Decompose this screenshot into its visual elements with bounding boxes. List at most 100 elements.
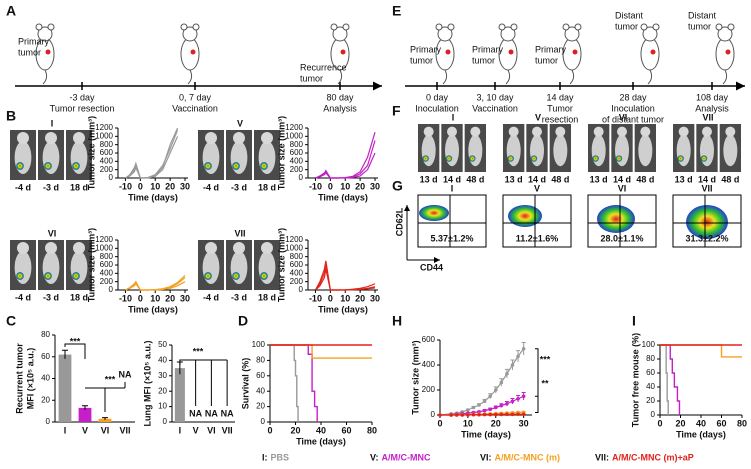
percent-label: 11.2±1.6% (516, 233, 558, 243)
line (315, 269, 376, 291)
timeline-label: 0 day (426, 92, 449, 102)
x-tick-label: 30 (180, 181, 190, 191)
y-tick-label: 60 (646, 368, 655, 377)
tumor-dot (445, 49, 451, 55)
error-bar (62, 349, 68, 359)
point (499, 380, 504, 385)
point (516, 396, 520, 401)
y-tick-label: 0 (109, 285, 114, 294)
panel-label: I (632, 313, 636, 329)
mouse-image (17, 132, 29, 144)
timeline-label: tumor (688, 21, 711, 31)
point (493, 388, 498, 392)
legend-label: PBS (271, 452, 290, 462)
x-tick-label: 30 (519, 418, 529, 428)
x-axis-label: Time (days) (461, 429, 511, 439)
point (493, 412, 498, 417)
x-tick-label: 60 (716, 418, 726, 428)
day-label: -3 d (43, 292, 59, 302)
bracket (64, 343, 86, 359)
signal (677, 155, 684, 162)
day-label: 13 d (675, 174, 693, 184)
bracket (535, 348, 539, 413)
legend-key: I: (262, 452, 268, 462)
x-tick-label: 20 (165, 293, 175, 303)
x-tick-label: V (82, 425, 88, 435)
group-label: I (452, 112, 455, 122)
x-tick-label: 0 (328, 181, 333, 191)
mouse-icon (640, 23, 648, 31)
y-tick-label: 100 (642, 340, 656, 349)
signal (44, 272, 52, 280)
y-axis-label: Tumor size (mm³) (86, 228, 96, 302)
y-tick-label: 80 (41, 330, 50, 339)
day-label: 18 d (70, 182, 88, 192)
mouse-icon (442, 69, 448, 85)
x-tick-label: VII (119, 425, 130, 435)
x-tick-label: 80 (367, 425, 377, 435)
x-tick-label: 20 (355, 181, 365, 191)
timeline-label: tumor (535, 55, 558, 65)
y-tick-label: 60 (256, 371, 265, 380)
bar (58, 354, 72, 422)
signal (16, 272, 24, 280)
timeline-label: 14 day (546, 92, 574, 102)
mouse-image (506, 134, 521, 167)
error-bar (82, 405, 88, 411)
legend-key: V: (370, 452, 379, 462)
x-tick-label: 30 (180, 293, 190, 303)
mouse-icon (647, 69, 653, 85)
mouse-icon (715, 37, 735, 71)
timeline-label: tumor (18, 47, 41, 57)
x-axis-label: Time (days) (296, 436, 346, 446)
point (488, 407, 492, 412)
percent-label: 5.37±1.2% (431, 233, 474, 243)
y-tick-label: 200 (290, 277, 304, 286)
y-tick-label: 100 (252, 340, 266, 349)
mouse-icon (447, 23, 455, 31)
mouse-image (617, 126, 627, 137)
mouse-image (638, 134, 653, 167)
mouse-image (258, 141, 276, 174)
significance: *** (193, 346, 204, 356)
legend-label: A/M/C-MNC (m) (495, 452, 561, 462)
mouse-image (700, 134, 714, 167)
timeline-label: Primary (472, 44, 503, 54)
group-label: I (451, 183, 454, 193)
x-tick-label: -10 (309, 293, 322, 303)
mouse-image (508, 126, 519, 137)
y-axis-label: Tumor size (mm³) (276, 116, 286, 190)
x-tick-label: I (64, 425, 67, 435)
day-label: -3 d (231, 182, 247, 192)
mouse-image (530, 134, 544, 167)
mouse-icon (437, 26, 453, 42)
legend-key: VII: (595, 452, 609, 462)
mouse-image (532, 126, 542, 137)
x-tick-label: 30 (370, 181, 380, 191)
mouse-icon (564, 26, 580, 42)
timeline-label: resection (542, 114, 579, 124)
value-label: NA (221, 408, 234, 418)
timeline-label: 28 day (619, 92, 647, 102)
timeline-label: tumor (615, 21, 638, 31)
point (505, 371, 509, 376)
day-label: 14 d (698, 174, 716, 184)
timeline-label: 108 day (696, 92, 729, 102)
mouse-icon (192, 23, 200, 31)
x-tick-label: 40 (316, 425, 326, 435)
timeline-label: Distant (615, 10, 644, 20)
mouse-icon (569, 69, 575, 85)
y-tick-label: 40 (256, 386, 265, 395)
mouse-icon (182, 26, 198, 42)
y-axis-label: Tumor size (mm³) (276, 228, 286, 302)
mouse-icon (642, 26, 658, 42)
y-tick-label: 10 (158, 402, 167, 411)
line (439, 348, 525, 416)
flow-density (419, 205, 449, 221)
mouse-icon (180, 37, 200, 71)
group-label: VII (701, 183, 712, 193)
y-axis-label: Tumor size (mm³) (410, 340, 420, 414)
day-label: 14 d (443, 174, 461, 184)
x-tick-label: 80 (737, 418, 747, 428)
mouse-image (45, 132, 57, 144)
